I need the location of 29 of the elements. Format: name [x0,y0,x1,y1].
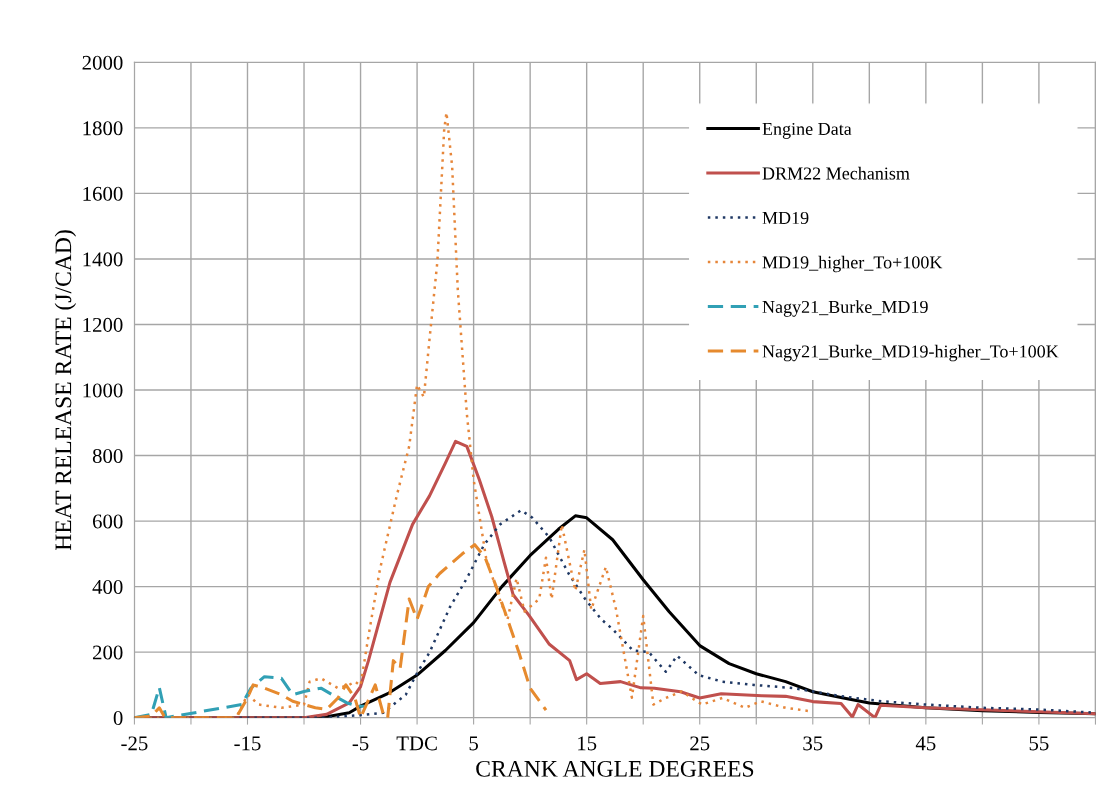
legend-label: MD19_higher_To+100K [762,255,943,273]
y-tick-label: 1800 [83,121,123,136]
y-tick-label: 0 [113,711,123,726]
y-tick-label: 200 [92,645,123,660]
y-tick-label: 400 [92,579,123,595]
legend-label: DRM22 Mechanism [762,166,910,180]
y-axis-title: HEAT RELEASE RATE (J/CAD) [54,230,77,551]
x-tick-label: 55 [1029,736,1049,751]
legend-label: Nagy21_Burke_MD19 [762,300,928,317]
legend-label: Engine Data [762,122,852,139]
x-tick-label: 25 [690,736,710,751]
y-tick-label: 1000 [83,383,123,398]
x-tick-label: -25 [121,736,148,751]
x-axis-title: CRANK ANGLE DEGREES [476,760,754,777]
y-tick-label: 2000 [82,55,123,70]
x-tick-label: -5 [352,736,369,751]
x-tick-label: 15 [578,736,597,751]
y-tick-label: 800 [92,448,123,463]
y-tick-label: 1400 [83,252,123,267]
x-tick-label: -15 [234,736,261,751]
y-tick-label: 1600 [83,186,123,201]
x-tick-label: 45 [915,736,936,751]
y-tick-label: 1200 [83,317,123,332]
legend-label: MD19 [762,211,809,225]
x-tick-label: TDC [396,736,437,751]
legend-label: Nagy21_Burke_MD19-higher_To+100K [762,344,1059,362]
x-tick-label: 5 [469,736,479,751]
y-tick-label: 600 [92,514,123,529]
x-tick-label: 35 [803,736,823,751]
